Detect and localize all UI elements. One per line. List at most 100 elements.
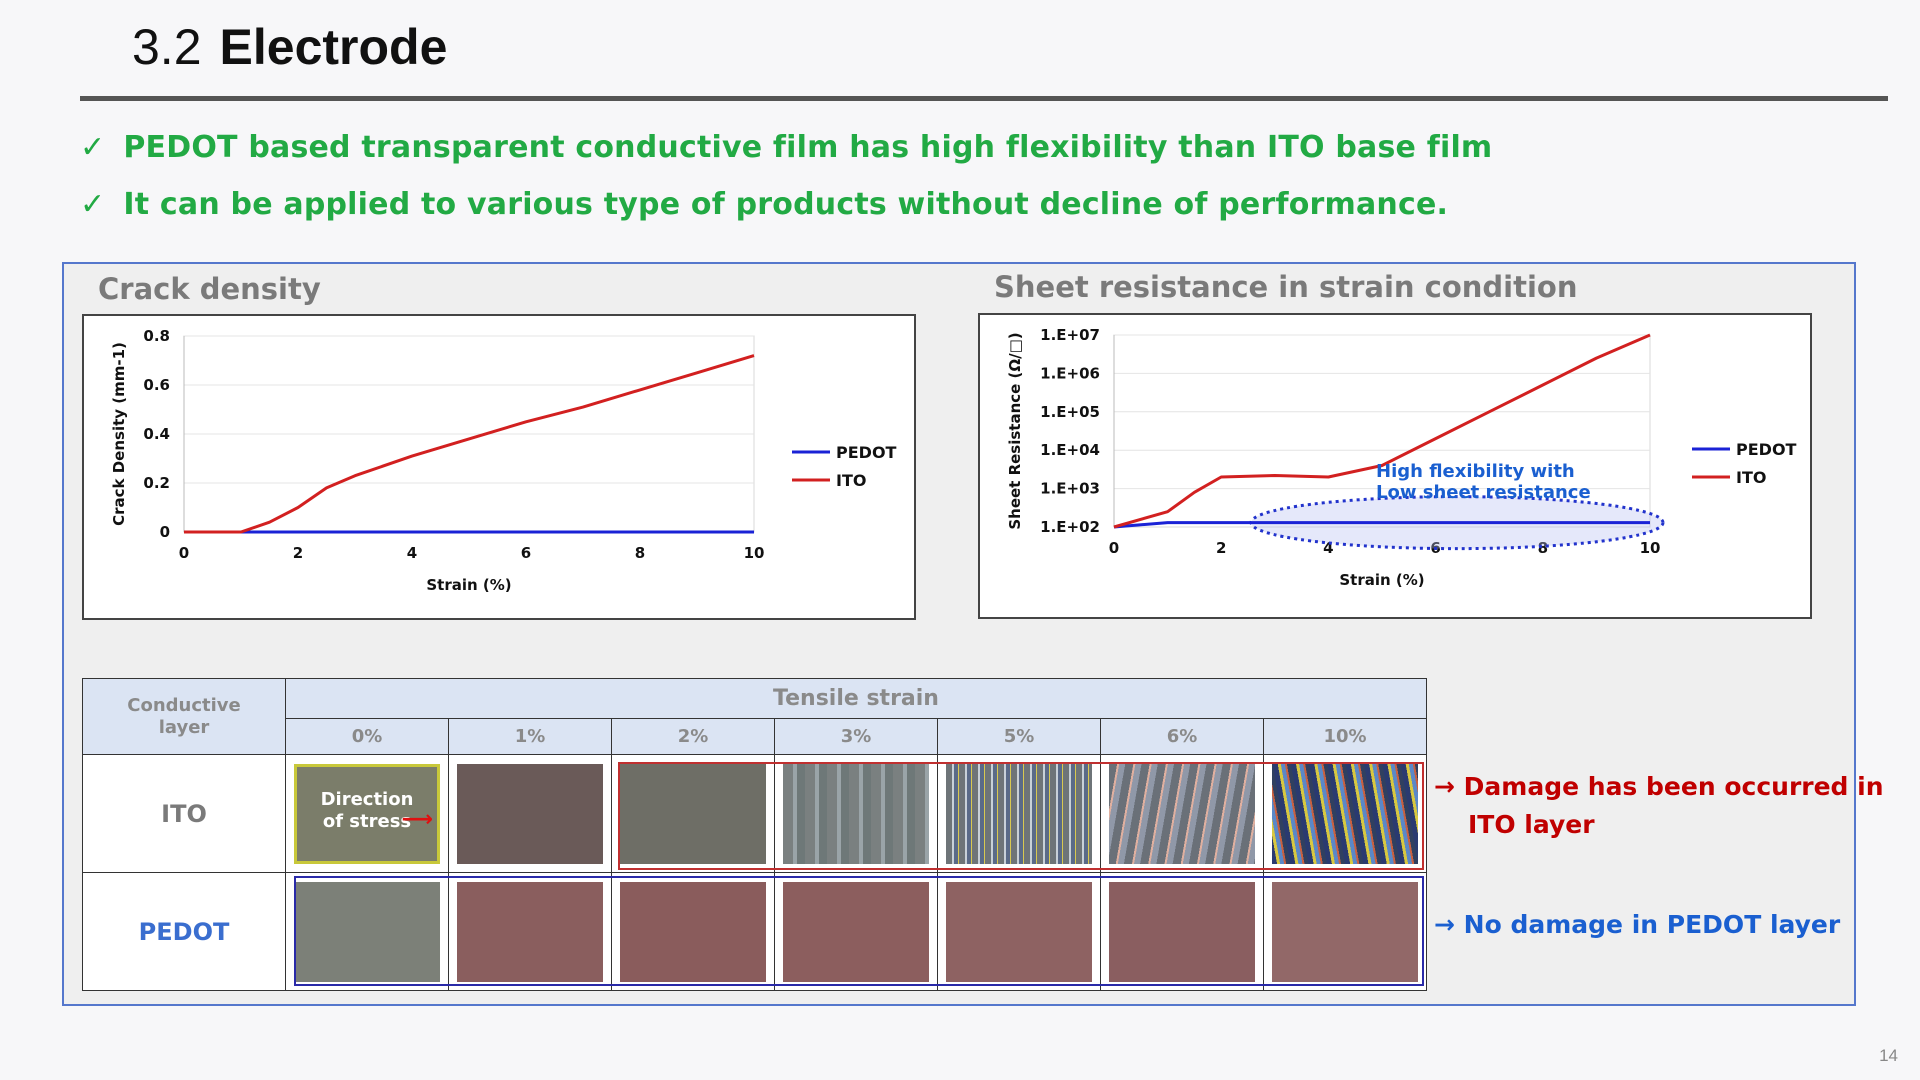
ito-image-cell — [448, 754, 612, 873]
sheet-resistance-plot: 1.E+021.E+031.E+041.E+051.E+061.E+070246… — [1006, 326, 1797, 589]
column-header: 3% — [774, 718, 938, 755]
column-header: 0% — [285, 718, 449, 755]
micrograph-pedot-5 — [946, 881, 1092, 982]
section-title: Electrode — [219, 19, 448, 75]
bullet-item: ✓ PEDOT based transparent conductive film… — [80, 130, 1492, 165]
micrograph-ito-1 — [457, 763, 603, 864]
y-axis-label: Sheet Resistance (Ω/□) — [1006, 332, 1024, 529]
micrograph-ito-5 — [946, 763, 1092, 864]
ito-note-line1: Damage has been occurred in — [1463, 772, 1884, 801]
tensile-strain-header: Tensile strain — [285, 678, 1427, 719]
arrow-right-icon: → — [1434, 772, 1455, 801]
y-tick-label: 0 — [160, 523, 170, 541]
legend-label: PEDOT — [1736, 440, 1797, 459]
x-tick-label: 8 — [635, 544, 645, 562]
y-tick-label: 0.4 — [143, 425, 170, 443]
y-tick-label: 1.E+02 — [1040, 518, 1100, 536]
y-tick-label: 1.E+04 — [1040, 441, 1100, 459]
micrograph-ito-10 — [1272, 763, 1418, 864]
bullet-text: It can be applied to various type of pro… — [123, 187, 1449, 222]
micrograph-ito-2 — [620, 763, 766, 864]
x-tick-label: 0 — [179, 544, 189, 562]
x-tick-label: 2 — [293, 544, 303, 562]
ito-damage-note: → Damage has been occurred in ITO layer — [1434, 768, 1884, 844]
tensile-strain-table: Conductive layer Tensile strain 0% 1% 2%… — [82, 678, 1427, 991]
direction-label: of stress — [322, 810, 412, 832]
bullet-item: ✓ It can be applied to various type of pr… — [80, 187, 1448, 222]
row-label-pedot: PEDOT — [82, 872, 286, 991]
corner-line: Conductive — [127, 694, 241, 716]
plot-area — [1113, 334, 1651, 528]
row-label-ito: ITO — [82, 754, 286, 873]
ito-image-cell: Direction of stress ⟶ — [285, 754, 449, 873]
crack-density-title: Crack density — [98, 272, 321, 306]
ito-damage-frame — [618, 762, 1424, 870]
crack-density-chart: 0 0.2 0.4 0.6 0.8 0 2 4 6 8 10 Strain (%) Crack Dens… — [82, 314, 916, 620]
legend-label: ITO — [1736, 468, 1766, 487]
arrow-right-icon: → — [1434, 910, 1455, 939]
crack-density-plot: 0 0.2 0.4 0.6 0.8 0 2 4 6 8 10 Strain (%) Crack Dens… — [110, 327, 897, 594]
sheet-resistance-chart: 1.E+021.E+031.E+041.E+051.E+061.E+070246… — [978, 313, 1812, 619]
x-tick-label: 4 — [407, 544, 417, 562]
ito-image-cell — [937, 754, 1101, 873]
x-axis-label: Strain (%) — [1339, 571, 1424, 589]
x-tick-label: 10 — [1640, 539, 1661, 557]
slide-title: 3.2 Electrode — [132, 18, 447, 76]
micrograph-pedot-3 — [783, 881, 929, 982]
y-tick-label: 0.8 — [143, 327, 170, 345]
column-header: 5% — [937, 718, 1101, 755]
legend-label: ITO — [836, 471, 866, 490]
ito-image-cell — [1100, 754, 1264, 873]
series-line-ito — [1113, 333, 1651, 529]
micrograph-pedot-1 — [457, 881, 603, 982]
x-tick-label: 10 — [744, 544, 765, 562]
ito-image-cell — [1263, 754, 1427, 873]
column-header: 6% — [1100, 718, 1264, 755]
y-tick-label: 1.E+06 — [1040, 364, 1100, 382]
pedot-image-cell — [774, 872, 938, 991]
micrograph-ito-3 — [783, 763, 929, 864]
micrograph-ito-0: Direction of stress ⟶ — [294, 763, 440, 864]
pedot-note-text: No damage in PEDOT layer — [1463, 910, 1841, 939]
column-header: 2% — [611, 718, 775, 755]
micrograph-pedot-6 — [1109, 881, 1255, 982]
check-icon: ✓ — [80, 130, 106, 165]
sheet-resistance-title: Sheet resistance in strain condition — [994, 270, 1578, 304]
section-number: 3.2 — [132, 19, 202, 75]
x-tick-label: 0 — [1109, 539, 1119, 557]
column-header: 10% — [1263, 718, 1427, 755]
pedot-image-cell — [1263, 872, 1427, 991]
x-axis-label: Strain (%) — [426, 576, 511, 594]
micrograph-pedot-10 — [1272, 881, 1418, 982]
bullet-text: PEDOT based transparent conductive film … — [123, 130, 1493, 165]
corner-line: layer — [158, 716, 210, 738]
pedot-frame — [294, 876, 1424, 986]
ito-image-cell — [611, 754, 775, 873]
micrograph-pedot-2 — [620, 881, 766, 982]
series-line-pedot — [1113, 521, 1650, 529]
x-tick-label: 8 — [1538, 539, 1548, 557]
series-line-ito — [184, 354, 755, 534]
y-tick-label: 1.E+05 — [1040, 403, 1100, 421]
direction-label: Direction — [320, 788, 414, 810]
annotation-text: Low sheet resistance — [1376, 482, 1591, 503]
y-tick-label: 1.E+03 — [1040, 480, 1100, 498]
legend-label: PEDOT — [836, 443, 897, 462]
pedot-image-cell — [1100, 872, 1264, 991]
page-number: 14 — [1879, 1046, 1898, 1065]
ito-image-cell — [774, 754, 938, 873]
pedot-image-cell — [937, 872, 1101, 991]
x-tick-label: 6 — [521, 544, 531, 562]
x-tick-label: 4 — [1323, 539, 1333, 557]
pedot-image-cell — [285, 872, 449, 991]
y-axis-label: Crack Density (mm-1) — [110, 342, 128, 526]
y-tick-label: 1.E+07 — [1040, 326, 1100, 344]
stress-arrow-icon: ⟶ — [401, 806, 433, 832]
pedot-image-cell — [611, 872, 775, 991]
micrograph-pedot-0 — [294, 881, 440, 982]
y-tick-label: 0.2 — [143, 474, 170, 492]
annotation-text: High flexibility with — [1376, 461, 1575, 482]
x-tick-label: 2 — [1216, 539, 1226, 557]
title-divider — [80, 96, 1888, 101]
column-header: 1% — [448, 718, 612, 755]
